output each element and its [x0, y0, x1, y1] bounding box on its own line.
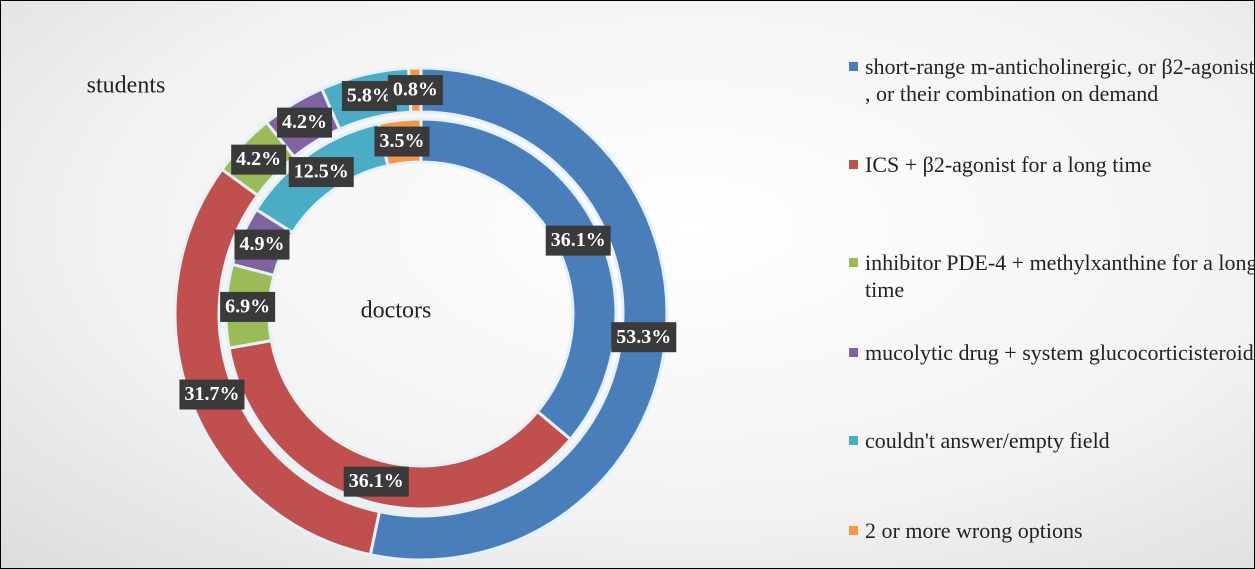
data-label: 0.8% — [387, 75, 443, 106]
data-label: 36.1% — [343, 466, 409, 497]
donut-segment — [368, 66, 669, 562]
data-label-box — [277, 107, 333, 138]
data-label-box — [220, 291, 276, 322]
legend-label: inhibitor PDE-4 + methylxanthine for a l… — [865, 250, 1255, 302]
data-label-text: 31.7% — [184, 383, 239, 405]
data-label: 4.2% — [277, 107, 333, 138]
legend-swatch — [849, 258, 858, 267]
legend-item: inhibitor PDE-4 + methylxanthine for a l… — [849, 249, 1255, 303]
legend-label: short-range m-anticholinergic, or β2-ago… — [865, 54, 1255, 106]
legend-item: couldn't answer/empty field — [849, 427, 1254, 454]
data-label-text: 12.5% — [294, 161, 349, 183]
legend-swatch — [849, 348, 858, 357]
data-label-text: 5.8% — [347, 85, 392, 107]
legend-swatch — [849, 436, 858, 445]
data-label-box — [343, 466, 409, 497]
legend-label: ICS + β2-agonist for a long time — [865, 152, 1152, 177]
legend-label: couldn't answer/empty field — [865, 428, 1110, 453]
series-name: students — [87, 73, 166, 99]
data-label-box — [341, 81, 397, 112]
data-label: 12.5% — [288, 157, 354, 188]
data-label-box — [231, 144, 287, 175]
data-label-text: 3.5% — [379, 130, 424, 152]
data-label: 36.1% — [545, 225, 611, 256]
data-label-box — [387, 75, 443, 106]
data-label: 31.7% — [179, 379, 245, 410]
data-label-box — [234, 229, 290, 260]
data-label-box — [179, 379, 245, 410]
series-name: doctors — [361, 298, 432, 324]
legend-item: 2 or more wrong options — [849, 517, 1254, 544]
legend-swatch — [849, 62, 858, 71]
data-label-text: 4.9% — [239, 233, 284, 255]
legend-label: mucolytic drug + system glucocorticister… — [865, 340, 1254, 365]
data-label-text: 4.2% — [282, 111, 327, 133]
legend-swatch — [849, 526, 858, 535]
data-label-box — [545, 225, 611, 256]
data-label-text: 4.2% — [236, 148, 281, 170]
data-label-text: 53.3% — [616, 326, 671, 348]
data-label: 4.2% — [231, 144, 287, 175]
legend-item: ICS + β2-agonist for a long time — [849, 151, 1254, 178]
legend-item: short-range m-anticholinergic, or β2-ago… — [849, 53, 1255, 107]
data-label-box — [611, 322, 677, 353]
legend-label: 2 or more wrong options — [865, 518, 1083, 543]
data-label-text: 0.8% — [393, 79, 438, 101]
data-label-text: 36.1% — [551, 229, 606, 251]
data-label: 6.9% — [220, 291, 276, 322]
data-label-box — [288, 157, 354, 188]
legend-swatch — [849, 160, 858, 169]
legend-item: mucolytic drug + system glucocorticister… — [849, 339, 1254, 366]
donut-segment — [227, 338, 573, 511]
data-label: 53.3% — [611, 322, 677, 353]
data-label: 4.9% — [234, 229, 290, 260]
donut-segment — [419, 117, 618, 442]
data-label-text: 36.1% — [349, 470, 404, 492]
data-label: 3.5% — [374, 126, 430, 157]
data-label-box — [374, 126, 430, 157]
data-label: 5.8% — [341, 81, 397, 112]
data-label-text: 6.9% — [225, 296, 270, 318]
